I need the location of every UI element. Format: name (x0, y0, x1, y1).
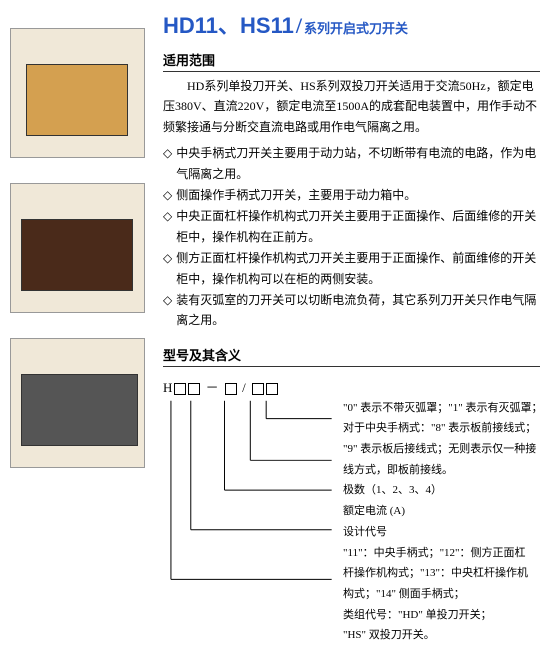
scope-paragraph: HD系列单投刀开关、HS系列双投刀开关适用于交流50Hz，额定电压380V、直流… (163, 76, 540, 137)
list-item: ◇中央手柄式刀开关主要用于动力站，不切断带有电流的电路，作为电气隔离之用。 (163, 143, 540, 184)
diamond-icon: ◇ (163, 143, 172, 184)
list-item: ◇装有灭弧室的刀开关可以切断电流负荷，其它系列刀开关只作电气隔离之用。 (163, 290, 540, 331)
page-title: HD11、HS11/系列开启式刀开关 (163, 8, 540, 40)
product-image-1 (10, 28, 145, 158)
list-item: ◇侧方正面杠杆操作机构式刀开关主要用于正面操作、前面维修的开关柜中，操作机构可以… (163, 248, 540, 289)
list-item: ◇中央正面杠杆操作机构式刀开关主要用于正面操作、后面维修的开关柜中，操作机构在正… (163, 206, 540, 247)
product-image-2 (10, 183, 145, 313)
diamond-icon: ◇ (163, 185, 172, 205)
product-image-3 (10, 338, 145, 468)
title-sep: / (296, 13, 302, 38)
model-diagram: H － / (163, 377, 540, 604)
list-item: ◇侧面操作手柄式刀开关，主要用于动力箱中。 (163, 185, 540, 205)
title-model: HD11、HS11 (163, 13, 294, 38)
model-code-pattern: H － / (163, 377, 540, 396)
section-model-heading: 型号及其含义 (163, 345, 540, 367)
diamond-icon: ◇ (163, 290, 172, 331)
diamond-icon: ◇ (163, 248, 172, 289)
model-explanation: "0" 表示不带灭弧罩；"1" 表示有灭弧罩； 对于中央手柄式："8" 表示板前… (343, 399, 543, 647)
title-series: 系列开启式刀开关 (304, 21, 408, 36)
section-scope-heading: 适用范围 (163, 50, 540, 72)
feature-list: ◇中央手柄式刀开关主要用于动力站，不切断带有电流的电路，作为电气隔离之用。 ◇侧… (163, 143, 540, 331)
diamond-icon: ◇ (163, 206, 172, 247)
